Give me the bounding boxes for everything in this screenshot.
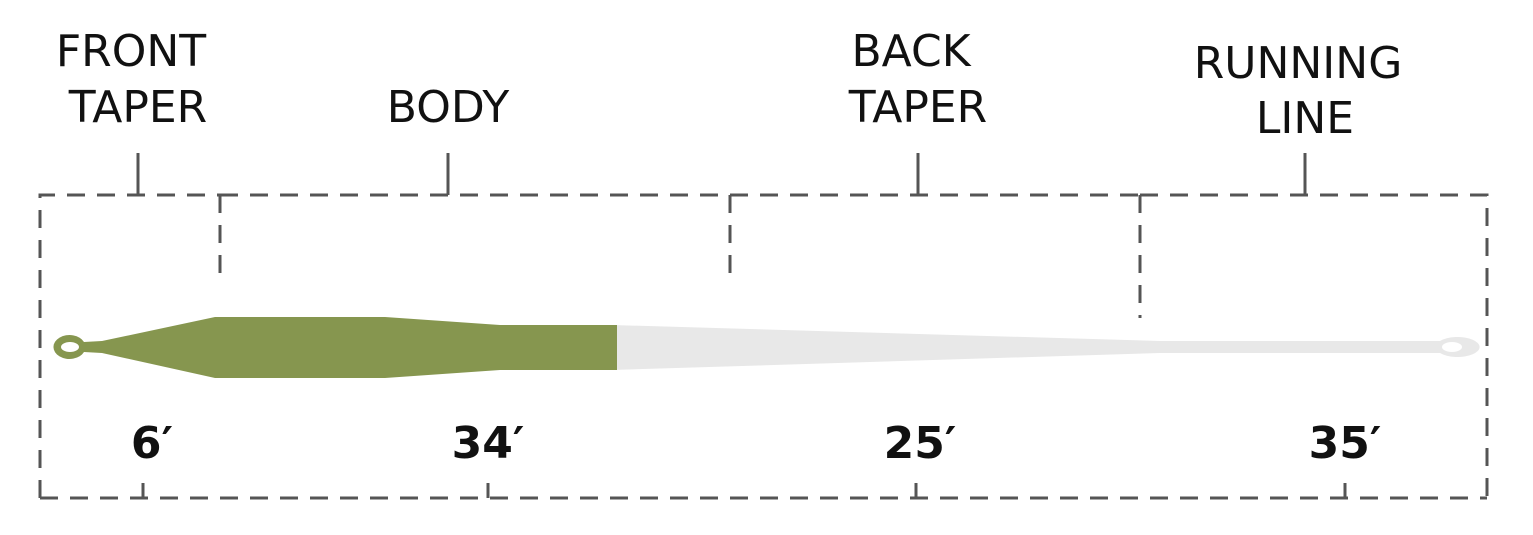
fly-line <box>53 317 1480 378</box>
body-label: BODY <box>387 82 510 133</box>
back-taper-length: 25′ <box>884 418 957 469</box>
body-length: 34′ <box>452 418 525 469</box>
running-line-label: RUNNING LINE <box>1194 38 1417 144</box>
running-line-length: 35′ <box>1309 418 1382 469</box>
front-loop-hole <box>61 342 79 352</box>
back-taper-label: BACK TAPER <box>848 26 987 133</box>
rear-loop-hole <box>1442 342 1462 352</box>
bottom-bracket <box>40 483 1487 500</box>
head-section <box>53 317 617 378</box>
running-line-section <box>612 325 1480 370</box>
front-taper-length: 6′ <box>131 418 173 469</box>
front-taper-label: FRONT TAPER <box>56 26 220 133</box>
top-brackets <box>38 153 1489 498</box>
